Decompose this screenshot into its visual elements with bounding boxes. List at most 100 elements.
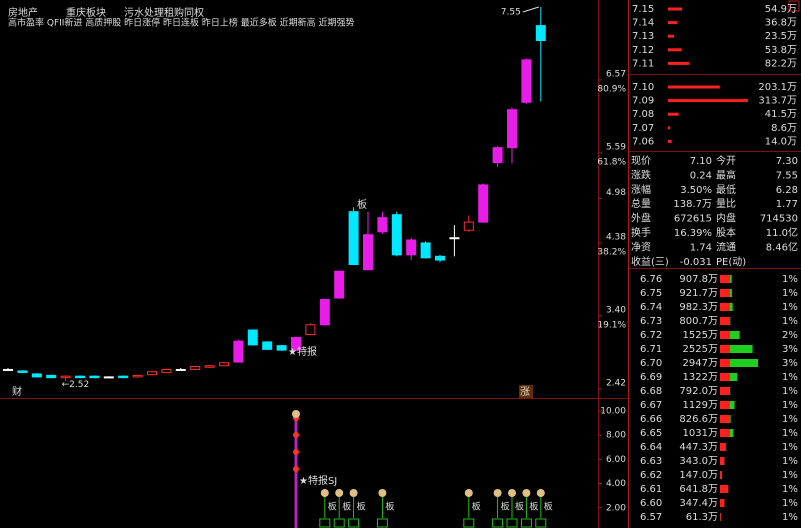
high-label: 7.55: [501, 8, 521, 18]
dist-vol: 2947万: [683, 358, 718, 369]
dist-price: 6.65: [640, 428, 662, 439]
quote-label: PE(动): [716, 256, 746, 268]
book-bar: [668, 139, 672, 143]
candle-body: [463, 221, 474, 231]
candle-body: [507, 109, 517, 149]
book-vol: 53.8万: [765, 45, 797, 56]
dist-price: 6.60: [640, 498, 662, 509]
coin: [493, 489, 502, 497]
book-bar: [668, 61, 689, 65]
ind-board: 板: [472, 501, 481, 513]
ind-board: 板: [357, 501, 366, 513]
quote-value: 0.24: [690, 170, 712, 181]
ind-tick-label: 8.00: [606, 431, 626, 441]
dist-pct: 1%: [782, 400, 798, 411]
ind-tick-label: 10.00: [600, 406, 626, 416]
book-price: 7.08: [632, 109, 654, 120]
dist-bar-red: [720, 345, 730, 353]
ind-board: 板: [544, 501, 553, 513]
book-price: 7.07: [632, 123, 654, 134]
dist-price: 6.72: [640, 330, 662, 341]
quote-label: 涨幅: [631, 183, 651, 196]
dist-price: 6.73: [640, 316, 662, 327]
tag: 重庆板块: [66, 6, 106, 19]
dist-bar: [720, 345, 753, 353]
dist-price: 6.62: [640, 470, 662, 481]
dist-pct: 3%: [782, 344, 798, 355]
ind-board: 板: [385, 501, 394, 513]
book-price: 7.06: [632, 136, 654, 147]
dist-bar-red: [720, 415, 730, 423]
dist-vol: 1129万: [683, 400, 718, 411]
candle-body: [175, 368, 186, 371]
quote-value: 138.7万: [673, 199, 712, 210]
candle-body: [420, 242, 431, 259]
dist-vol: 921.7万: [679, 288, 718, 299]
concepts: 高市盈率 QFII新进 高质押股 昨日涨停 昨日连板 昨日上榜 最近多板 近期新…: [8, 17, 354, 29]
pct-label: 80.9%: [597, 84, 626, 94]
rise-box: [519, 385, 533, 398]
quote-label: 收益(三): [631, 255, 669, 268]
quote-label: 总量: [631, 197, 651, 210]
dist-vol: 2525万: [683, 344, 718, 355]
quote-label: 现价: [631, 155, 651, 167]
dist-vol: 826.6万: [679, 414, 718, 425]
quote-value: 1.77: [776, 199, 798, 210]
candle-body: [132, 374, 143, 378]
candle-body: [334, 270, 345, 299]
quote-value: 8.46亿: [766, 240, 798, 253]
dist-price: 6.74: [640, 302, 662, 313]
tag: 污水处理: [124, 7, 164, 19]
high-arrow: [522, 6, 539, 13]
quote-label: 换手: [631, 226, 651, 239]
pct-label: 19.1%: [597, 320, 626, 330]
corner-box[interactable]: [788, 0, 800, 12]
coin: [536, 489, 545, 497]
candle-body: [449, 237, 460, 240]
dist-price: 6.69: [640, 372, 662, 383]
dist-bar-red: [720, 387, 730, 395]
box: [376, 518, 388, 528]
box: [492, 518, 504, 528]
book-bar: [668, 48, 682, 52]
book-bar: [668, 7, 683, 11]
quote-value: -0.031: [680, 257, 712, 268]
dist-price: 6.76: [640, 274, 662, 285]
dist-price: 6.64: [640, 442, 662, 453]
dist-bar-red: [720, 401, 730, 409]
pct-label: 61.8%: [597, 157, 626, 167]
dist-bar-red: [720, 499, 725, 507]
quote-label: 股本: [716, 226, 736, 239]
dist-bar-red: [720, 331, 730, 339]
quote-label: 外盘: [631, 212, 651, 225]
dist-vol: 907.8万: [679, 274, 718, 285]
ind-board: 板: [328, 501, 337, 513]
dist-price: 6.75: [640, 288, 662, 299]
candle-body: [377, 217, 388, 233]
candle-body: [348, 211, 359, 266]
dist-pct: 1%: [782, 372, 798, 383]
quote-value: 714530: [760, 214, 798, 225]
ind-board: 板: [501, 501, 510, 513]
candle-body: [75, 375, 85, 379]
book-bar: [668, 126, 671, 130]
candle-body: [46, 374, 57, 379]
book-bar: [668, 85, 720, 89]
dist-pct: 1%: [782, 316, 798, 327]
dist-vol: 347.4万: [679, 498, 718, 509]
dist-price: 6.70: [640, 358, 662, 369]
book-price: 7.09: [632, 96, 654, 107]
box: [348, 518, 360, 528]
coin: [464, 489, 473, 497]
candle-body: [492, 147, 503, 164]
ind-signal: ★特报SJ: [299, 474, 337, 487]
dist-pct: 1%: [782, 274, 798, 285]
dist-vol: 1031万: [683, 428, 718, 439]
box: [535, 518, 547, 528]
candle-body: [118, 375, 129, 379]
candle-body: [247, 329, 258, 346]
dist-vol: 792.0万: [679, 386, 718, 397]
dist-vol: 641.8万: [679, 484, 718, 495]
dist-pct: 3%: [782, 358, 798, 369]
